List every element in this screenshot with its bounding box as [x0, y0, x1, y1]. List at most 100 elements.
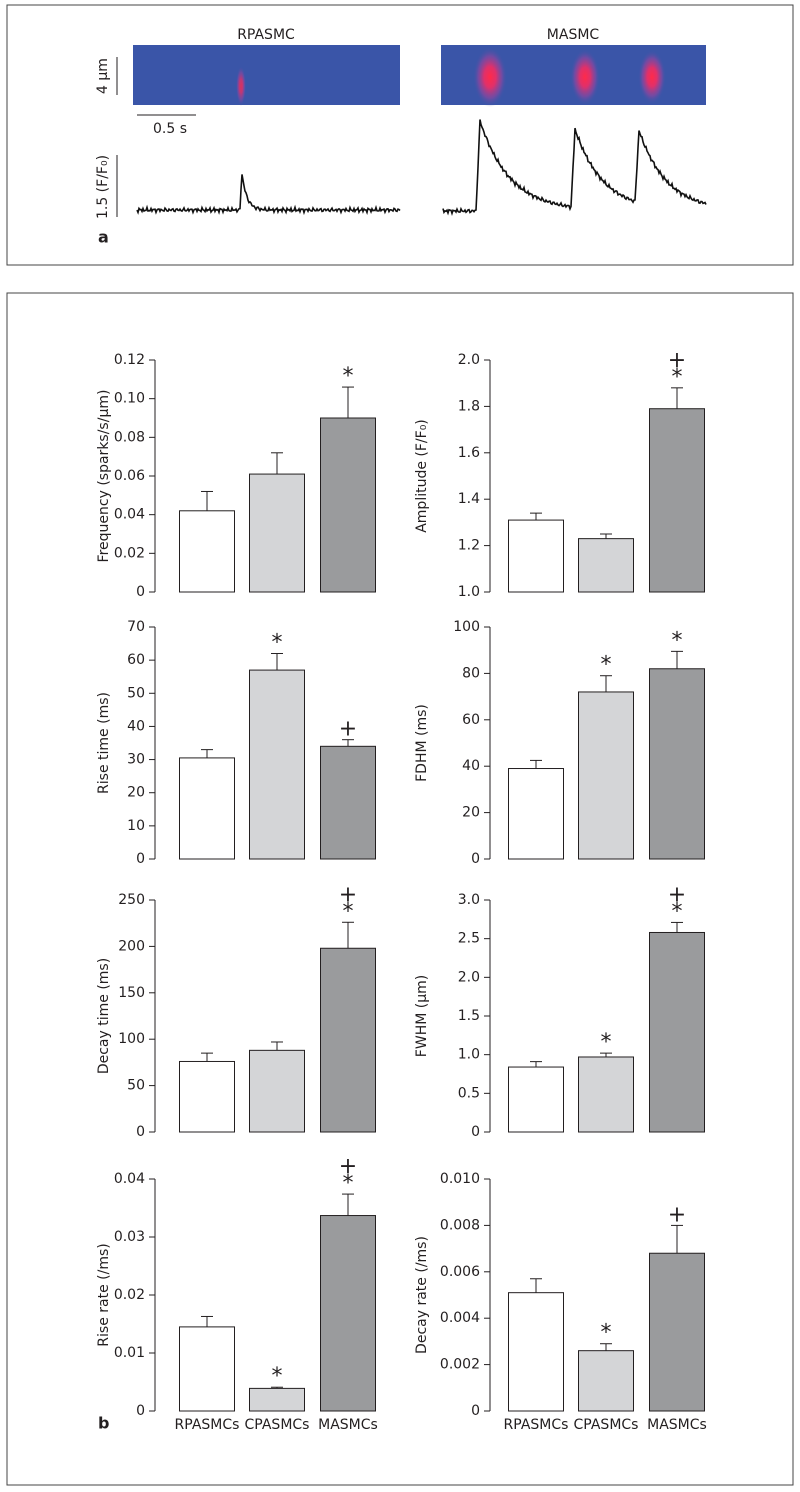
- x-tick-label: CPASMCs: [245, 1417, 310, 1433]
- y-tick-label: 1.0: [458, 1047, 480, 1063]
- y-axis-label: Amplitude (F/F₀): [414, 419, 430, 533]
- x-tick-label: CPASMCs: [574, 1417, 639, 1433]
- y-tick-label: 0.08: [114, 429, 145, 445]
- significance-mark: +: [668, 1202, 686, 1227]
- y-tick-label: 80: [462, 665, 480, 681]
- y-tick-label: 0.004: [440, 1310, 480, 1326]
- bar: [649, 408, 705, 593]
- y-tick-label: 0: [471, 1124, 480, 1140]
- bar: [578, 691, 634, 860]
- spark: [638, 50, 666, 104]
- y-tick-label: 60: [462, 712, 480, 728]
- y-tick-label: 0.06: [114, 468, 145, 484]
- y-tick-label: 0.006: [440, 1264, 480, 1280]
- bar: [578, 1350, 634, 1412]
- trace: [442, 119, 707, 217]
- x-tick-label: RPASMCs: [175, 1417, 240, 1433]
- panel-label: a: [98, 228, 109, 247]
- y-tick-label: 250: [118, 892, 145, 908]
- y-tick-label: 0: [136, 1403, 145, 1419]
- left-title: RPASMC: [237, 27, 295, 43]
- bar: [508, 1292, 564, 1412]
- bar: [578, 1056, 634, 1133]
- significance-mark: *: [601, 1030, 612, 1055]
- spark: [570, 49, 600, 105]
- bar: [179, 757, 235, 860]
- significance-mark: *: [343, 364, 354, 389]
- y-tick-label: 20: [462, 805, 480, 821]
- y-tick-label: 50: [127, 685, 145, 701]
- bar: [249, 1049, 305, 1133]
- y-tick-label: 200: [118, 938, 145, 954]
- y-tick-label: 2.0: [458, 352, 480, 368]
- panel-label: b: [98, 1414, 109, 1433]
- bar: [249, 1387, 305, 1412]
- y-tick-label: 60: [127, 652, 145, 668]
- y-tick-label: 0.02: [114, 545, 145, 561]
- significance-mark: *: [272, 1364, 283, 1389]
- time-scale: 0.5 s: [153, 121, 187, 137]
- bar: [320, 947, 376, 1133]
- y-tick-label: 0: [136, 584, 145, 600]
- y-tick-label: 0.12: [114, 352, 145, 368]
- bar: [249, 473, 305, 593]
- y-tick-label: 0.002: [440, 1357, 480, 1373]
- significance-mark: +: [668, 882, 686, 907]
- line-scan-image: [133, 45, 400, 105]
- y-tick-label: 40: [462, 758, 480, 774]
- y-tick-label: 0.03: [114, 1229, 145, 1245]
- y-tick-label: 20: [127, 785, 145, 801]
- y-tick-label: 0.10: [114, 391, 145, 407]
- x-tick-label: MASMCs: [318, 1417, 378, 1433]
- y-tick-label: 70: [127, 619, 145, 635]
- y-axis-label: Rise rate (/ms): [96, 1243, 112, 1346]
- y-tick-label: 40: [127, 718, 145, 734]
- significance-mark: *: [672, 628, 683, 653]
- significance-mark: +: [339, 717, 357, 742]
- significance-mark: +: [339, 1154, 357, 1179]
- y-axis-label: Rise time (ms): [96, 692, 112, 794]
- y-tick-label: 0: [471, 1403, 480, 1419]
- y-tick-label: 1.2: [458, 538, 480, 554]
- y-tick-label: 2.5: [458, 931, 480, 947]
- y-axis-label: FWHM (µm): [414, 975, 430, 1057]
- bar: [649, 931, 705, 1133]
- bar: [578, 538, 634, 593]
- y-tick-label: 0.010: [440, 1171, 480, 1187]
- bar: [249, 669, 305, 860]
- y-tick-label: 1.8: [458, 398, 480, 414]
- y-tick-label: 50: [127, 1078, 145, 1094]
- bar: [508, 768, 564, 860]
- y-axis-label: Frequency (sparks/s/µm): [96, 390, 112, 563]
- y-tick-label: 100: [118, 1031, 145, 1047]
- spark: [473, 47, 507, 107]
- bar: [320, 745, 376, 860]
- significance-mark: *: [601, 653, 612, 678]
- significance-mark: *: [272, 631, 283, 656]
- y-tick-label: 0.04: [114, 507, 145, 523]
- significance-mark: +: [339, 882, 357, 907]
- amplitude-scale: 1.5 (F/F₀): [95, 155, 111, 219]
- y-axis-label: Decay rate (/ms): [414, 1236, 430, 1354]
- significance-mark: *: [343, 899, 354, 924]
- y-tick-label: 0.04: [114, 1171, 145, 1187]
- y-tick-label: 1.0: [458, 584, 480, 600]
- y-tick-label: 0.008: [440, 1217, 480, 1233]
- y-tick-label: 10: [127, 818, 145, 834]
- y-tick-label: 30: [127, 752, 145, 768]
- y-tick-label: 100: [453, 619, 480, 635]
- y-tick-label: 1.6: [458, 445, 480, 461]
- y-tick-label: 1.4: [458, 491, 480, 507]
- bar: [508, 1066, 564, 1133]
- space-scale: 4 µm: [95, 58, 111, 94]
- bar: [508, 519, 564, 593]
- significance-mark: *: [672, 899, 683, 924]
- bar: [179, 510, 235, 593]
- significance-mark: *: [672, 365, 683, 390]
- bar: [179, 1326, 235, 1412]
- significance-mark: *: [343, 1171, 354, 1196]
- traces: [136, 119, 707, 217]
- significance-mark: +: [668, 348, 686, 373]
